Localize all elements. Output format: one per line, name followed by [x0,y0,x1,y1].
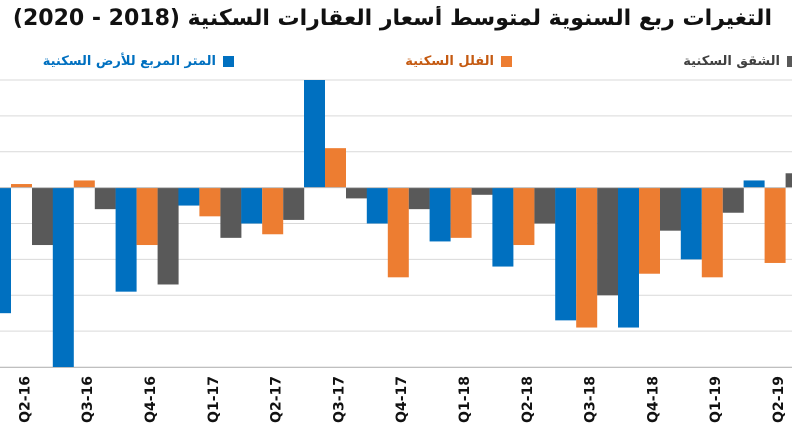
bar-land [492,187,514,267]
x-tick-label: Q4-17 [394,376,410,423]
x-tick-label: Q2-19 [771,376,787,423]
legend-item-land: المتر المربع للأرض السكنية [43,54,234,69]
legend-item-villas: الفلل السكنية [405,54,512,69]
bar-villas [73,180,95,188]
bar-apartments [660,187,681,231]
bar-villas [764,187,786,263]
bar-apartments [408,187,430,210]
x-tick-label: Q3-16 [80,376,96,423]
bar-villas [262,187,284,235]
bar-land [743,180,765,188]
legend-swatch-apartments [787,56,792,67]
bar-villas [136,187,158,246]
legend-label-villas: الفلل السكنية [405,54,494,69]
bar-villas [199,187,221,217]
bar-apartments [32,187,53,246]
bar-apartments [157,187,179,285]
bar-land [618,187,639,328]
legend-label-apartments: الشقق السكنية [683,54,780,69]
bar-apartments [346,187,367,199]
bar-land [52,187,74,367]
bar-land [366,187,388,224]
bar-villas [576,187,598,328]
bar-apartments [94,187,116,210]
bar-villas [387,187,409,278]
bar-villas [450,187,472,238]
bar-villas [639,187,660,274]
bar-apartments [471,187,493,195]
legend-swatch-land [223,56,234,67]
x-tick-label: Q3-17 [331,376,347,423]
bar-apartments [534,187,556,224]
bar-villas [701,187,723,278]
bar-land [178,187,200,206]
bar-villas [325,148,346,188]
bar-land [115,187,137,292]
bar-apartments [722,187,744,213]
x-tick-label: Q1-19 [708,376,724,423]
x-tick-label: Q4-18 [645,376,661,423]
bar-villas [11,184,32,188]
bar-land [304,80,325,188]
bar-apartments [597,187,619,296]
legend-item-apartments: الشقق السكنية [683,54,792,69]
x-tick-label: Q2-16 [17,376,33,423]
bar-apartments [785,173,792,188]
x-tick-label: Q1-17 [206,376,222,423]
bar-land [555,187,577,321]
x-tick-label: Q2-18 [520,376,536,423]
bar-land [0,187,11,314]
bar-villas [513,187,535,246]
bar-apartments [283,187,305,220]
legend-swatch-villas [501,56,512,67]
bar-land [429,187,451,242]
x-tick-label: Q4-16 [143,376,159,423]
legend-label-land: المتر المربع للأرض السكنية [42,54,216,69]
x-tick-label: Q3-18 [583,376,599,423]
x-tick-label: Q1-18 [457,376,473,423]
bar-apartments [220,187,242,238]
chart-title: التغيرات ربع السنوية لمتوسط أسعار العقار… [12,6,772,31]
bar-land [680,187,702,260]
bar-land [241,187,263,224]
x-tick-label: Q2-17 [269,376,285,423]
